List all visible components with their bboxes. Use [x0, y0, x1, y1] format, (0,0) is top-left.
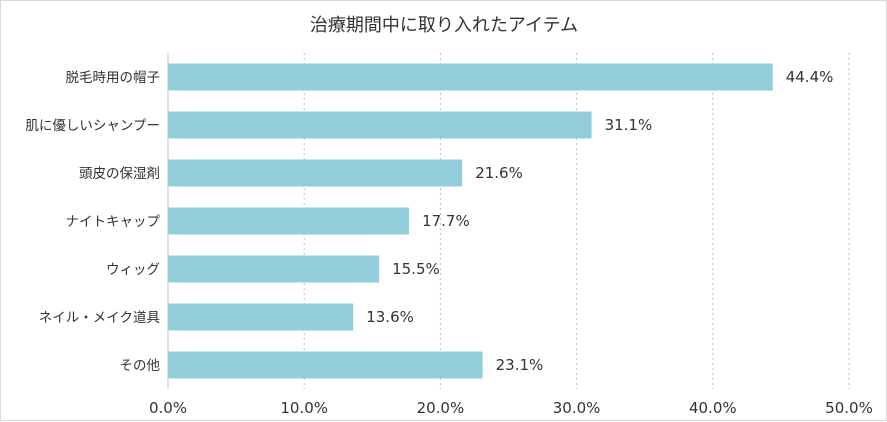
- bar: [168, 303, 354, 331]
- bar: [168, 159, 463, 187]
- data-label: 21.6%: [475, 164, 523, 182]
- data-label: 13.6%: [366, 308, 414, 326]
- data-labels: 44.4% 31.1% 21.6% 17.7% 15.5% 13.6% 23.1%: [366, 68, 833, 374]
- data-label: 31.1%: [605, 116, 653, 134]
- x-tick-label: 50.0%: [825, 399, 873, 417]
- category-label: その他: [120, 358, 161, 374]
- bar: [168, 207, 410, 235]
- category-label: ナイトキャップ: [66, 214, 161, 230]
- data-label: 44.4%: [786, 68, 834, 86]
- x-tick-label: 10.0%: [280, 399, 328, 417]
- x-tick-label: 30.0%: [553, 399, 601, 417]
- grid-layer: [167, 53, 850, 389]
- chart-title: 治療期間中に取り入れたアイテム: [310, 15, 578, 36]
- bar: [168, 63, 773, 91]
- bar-layer: [168, 63, 773, 379]
- data-label: 17.7%: [422, 212, 470, 230]
- category-label: 肌に優しいシャンプー: [25, 118, 160, 134]
- x-tick-label: 40.0%: [689, 399, 737, 417]
- category-label: ウィッグ: [106, 262, 160, 278]
- category-label: 頭皮の保湿剤: [79, 166, 160, 182]
- tick-labels: 0.0% 10.0% 20.0% 30.0% 40.0% 50.0%: [149, 399, 873, 417]
- bar: [168, 111, 592, 139]
- category-label: ネイル・メイク道具: [39, 310, 160, 326]
- category-labels: 脱毛時用の帽子肌に優しいシャンプー頭皮の保湿剤ナイトキャップウィッグネイル・メイ…: [25, 70, 160, 374]
- x-tick-label: 0.0%: [149, 399, 187, 417]
- data-label: 23.1%: [496, 356, 544, 374]
- bar: [168, 351, 483, 379]
- category-label: 脱毛時用の帽子: [66, 70, 161, 86]
- x-tick-label: 20.0%: [417, 399, 465, 417]
- data-label: 15.5%: [392, 260, 440, 278]
- bar: [168, 255, 380, 283]
